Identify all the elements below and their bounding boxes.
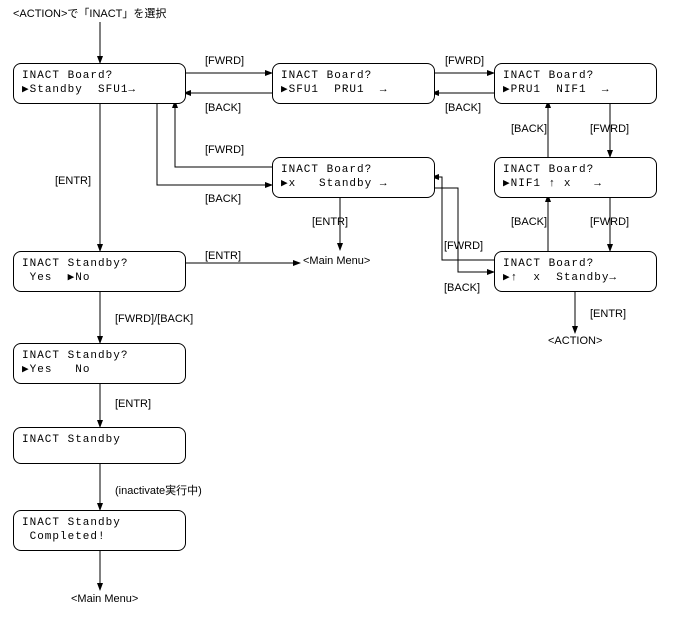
node-line2: ▶↑ x Standby→ [503, 272, 617, 284]
node-line2: Completed! [22, 531, 106, 543]
node-line2: ▶Yes No [22, 364, 90, 376]
edge-label: (inactivate実行中) [115, 482, 202, 498]
node-inact-board-sfu1: INACT Board? ▶SFU1 PRU1 → [272, 63, 435, 104]
node-inact-board-up-x: INACT Board? ▶↑ x Standby→ [494, 251, 657, 292]
node-line1: INACT Board? [22, 70, 113, 82]
node-line1: INACT Board? [281, 164, 372, 176]
node-inact-board-nif1: INACT Board? ▶NIF1 ↑ x → [494, 157, 657, 198]
edge-label: [BACK] [205, 102, 241, 114]
node-line1: INACT Standby? [22, 258, 128, 270]
edge-label: [ENTR] [115, 398, 151, 410]
node-line1: INACT Board? [503, 258, 594, 270]
edge-label: [FWRD] [205, 55, 244, 67]
node-line1: INACT Board? [503, 164, 594, 176]
node-inact-standby-completed: INACT Standby Completed! [13, 510, 186, 551]
edge-label: [BACK] [511, 216, 547, 228]
node-inact-standby-no: INACT Standby? Yes ▶No [13, 251, 186, 292]
node-line1: INACT Standby [22, 434, 121, 446]
title-text: <ACTION>で「INACT」を選択 [13, 5, 166, 21]
edge-label: [FWRD] [590, 123, 629, 135]
node-line2: ▶SFU1 PRU1 → [281, 84, 387, 96]
node-inact-board-x: INACT Board? ▶x Standby → [272, 157, 435, 198]
node-inact-standby-yes: INACT Standby? ▶Yes No [13, 343, 186, 384]
action-text: <ACTION> [548, 335, 602, 347]
node-line2: ▶NIF1 ↑ x → [503, 178, 602, 190]
edge-label: [ENTR] [312, 216, 348, 228]
edge-label: [FWRD] [205, 144, 244, 156]
edge-label: [ENTR] [55, 175, 91, 187]
edge-label: [FWRD] [590, 216, 629, 228]
edge-label: [ENTR] [590, 308, 626, 320]
main-menu-bottom-text: <Main Menu> [71, 593, 138, 605]
edge-label: [BACK] [444, 282, 480, 294]
edge-label: [FWRD] [445, 55, 484, 67]
edge-label: [FWRD]/[BACK] [115, 313, 193, 325]
edge-label: [BACK] [445, 102, 481, 114]
node-line2: ▶x Standby → [281, 178, 387, 190]
node-inact-board-standby: INACT Board? ▶Standby SFU1→ [13, 63, 186, 104]
node-line1: INACT Board? [503, 70, 594, 82]
edge-label: [BACK] [205, 193, 241, 205]
node-line2: ▶PRU1 NIF1 → [503, 84, 609, 96]
edge-label: [FWRD] [444, 240, 483, 252]
node-inact-standby-exec: INACT Standby [13, 427, 186, 464]
node-inact-board-pru1: INACT Board? ▶PRU1 NIF1 → [494, 63, 657, 104]
node-line2: Yes ▶No [22, 272, 90, 284]
node-line1: INACT Board? [281, 70, 372, 82]
node-line2: ▶Standby SFU1→ [22, 84, 136, 96]
node-line1: INACT Standby [22, 517, 121, 529]
node-line1: INACT Standby? [22, 350, 128, 362]
edge-label: [BACK] [511, 123, 547, 135]
main-menu-text: <Main Menu> [303, 255, 370, 267]
edge-label: [ENTR] [205, 250, 241, 262]
